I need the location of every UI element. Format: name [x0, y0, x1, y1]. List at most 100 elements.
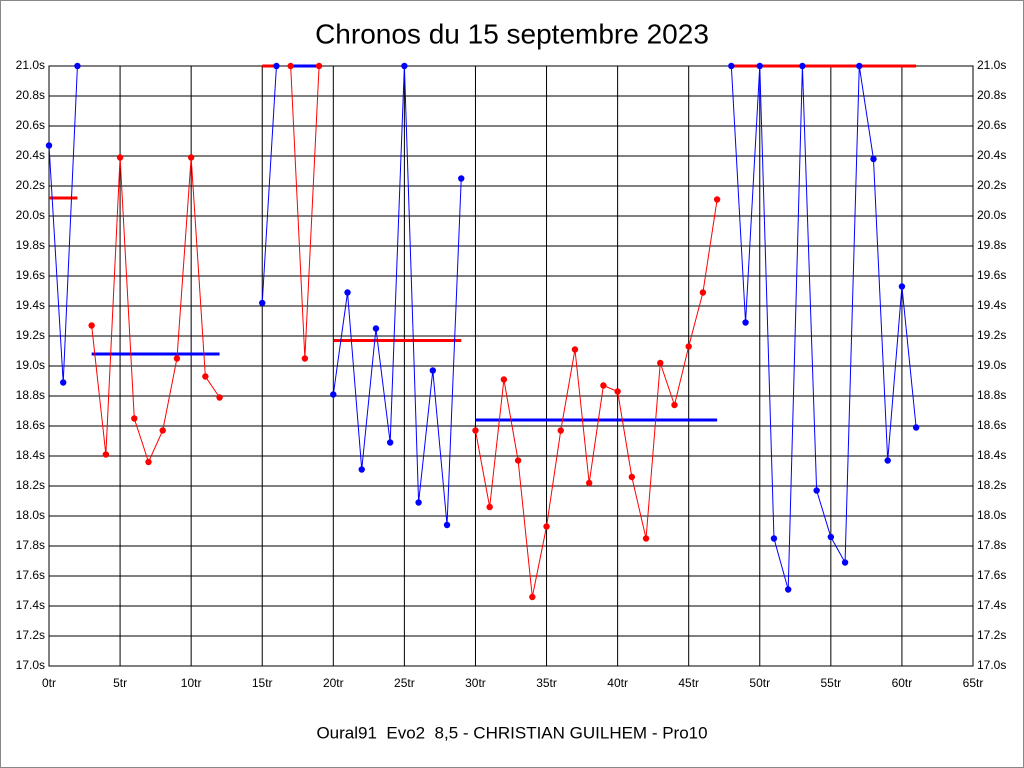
x-tick-label: 50tr [749, 676, 770, 690]
y-tick-label: 17.4s [16, 598, 45, 612]
point [571, 346, 579, 353]
y-tick-label-right: 20.8s [977, 88, 1006, 102]
point [585, 479, 593, 487]
point [287, 62, 294, 70]
point [259, 299, 266, 307]
y-tick-label: 20.0s [16, 208, 45, 222]
series-line [261, 65, 277, 304]
y-tick-label-right: 20.4s [977, 148, 1006, 162]
y-tick-label-right: 19.8s [977, 238, 1006, 252]
point [116, 154, 124, 161]
x-tick-label: 45tr [678, 676, 699, 690]
point [472, 427, 479, 434]
point [102, 451, 110, 458]
point [870, 155, 877, 163]
y-tick-label: 18.0s [16, 508, 45, 522]
point [699, 289, 707, 296]
plot-border [48, 65, 974, 667]
y-tick-label-right: 18.6s [977, 418, 1006, 432]
point [671, 401, 678, 409]
point [372, 325, 380, 332]
point [912, 424, 920, 431]
point [330, 391, 337, 398]
y-tick-label: 20.8s [16, 88, 45, 102]
x-tick-label: 10tr [181, 676, 202, 690]
series-line [730, 65, 917, 590]
y-tick-label: 19.6s [16, 268, 45, 282]
x-tick-label: 60tr [892, 676, 913, 690]
y-tick-label: 17.6s [16, 568, 45, 582]
point [145, 458, 152, 466]
point [500, 376, 508, 383]
point [898, 283, 906, 290]
y-tick-label: 19.0s [16, 358, 45, 372]
point [756, 62, 763, 70]
point [401, 62, 408, 70]
point [458, 175, 465, 182]
point [301, 355, 309, 362]
point [358, 466, 365, 473]
point [429, 367, 437, 374]
y-tick-label: 19.4s [16, 298, 45, 312]
point [202, 373, 209, 380]
point [642, 535, 650, 542]
y-tick-label-right: 17.2s [977, 628, 1006, 642]
point [187, 154, 195, 161]
point [386, 439, 394, 446]
y-tick-label-right: 19.2s [977, 328, 1006, 342]
y-tick-label-right: 20.6s [977, 118, 1006, 132]
y-tick-label-right: 21.0s [977, 58, 1006, 72]
point [344, 289, 351, 296]
y-tick-label: 17.0s [16, 658, 45, 672]
y-tick-label: 21.0s [16, 58, 45, 72]
point [273, 62, 280, 70]
y-tick-label: 19.2s [16, 328, 45, 342]
x-tick-label: 20tr [323, 676, 344, 690]
point [216, 394, 223, 401]
point [685, 343, 692, 350]
point [884, 457, 891, 464]
y-tick-label-right: 17.8s [977, 538, 1006, 552]
y-tick-label-right: 17.0s [977, 658, 1006, 672]
point [657, 359, 664, 367]
point [60, 379, 67, 386]
point [315, 62, 323, 70]
chart-title: Chronos du 15 septembre 2023 [315, 18, 709, 49]
point [813, 487, 820, 494]
point [728, 62, 735, 70]
chart-subtitle: Oural91 Evo2 8,5 - CHRISTIAN GUILHEM - P… [316, 723, 707, 742]
y-tick-label-right: 19.6s [977, 268, 1006, 282]
x-tick-label: 15tr [252, 676, 273, 690]
x-tick-label: 40tr [607, 676, 628, 690]
x-tick-label: 30tr [465, 676, 486, 690]
point [614, 388, 621, 395]
y-tick-label-right: 18.2s [977, 478, 1006, 492]
point [486, 503, 493, 511]
point [159, 427, 166, 434]
y-tick-label-right: 20.2s [977, 178, 1006, 192]
y-tick-label-right: 19.4s [977, 298, 1006, 312]
x-tick-label: 35tr [536, 676, 557, 690]
y-tick-label: 17.2s [16, 628, 45, 642]
x-tick-label: 25tr [394, 676, 415, 690]
y-tick-label: 18.8s [16, 388, 45, 402]
point [628, 473, 636, 481]
y-tick-label: 18.2s [16, 478, 45, 492]
point [443, 521, 451, 529]
y-tick-label: 17.8s [16, 538, 45, 552]
point [770, 535, 778, 542]
series-line [474, 199, 718, 598]
series-line [91, 157, 220, 464]
point [600, 382, 607, 389]
point [131, 415, 138, 422]
y-tick-label: 19.8s [16, 238, 45, 252]
point [841, 559, 849, 566]
y-tick-label: 18.4s [16, 448, 45, 462]
point [713, 196, 721, 203]
point [173, 355, 181, 362]
point [88, 322, 95, 329]
y-tick-label-right: 19.0s [977, 358, 1006, 372]
y-tick-label: 20.4s [16, 148, 45, 162]
x-tick-label: 0tr [42, 676, 56, 690]
